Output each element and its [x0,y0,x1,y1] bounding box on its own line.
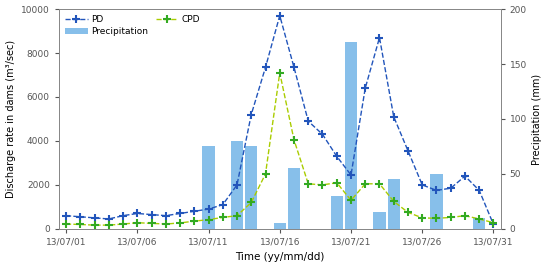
Bar [430,174,443,229]
Bar [202,146,215,229]
Bar [373,212,386,229]
Bar [245,146,258,229]
Bar [288,168,300,229]
Legend: PD, Precipitation, CPD: PD, Precipitation, CPD [64,14,202,38]
Bar [273,223,286,229]
Bar [345,42,357,229]
X-axis label: Time (yy/mm/dd): Time (yy/mm/dd) [235,252,324,262]
Y-axis label: Precipitation (mm): Precipitation (mm) [533,73,543,165]
Y-axis label: Discharge rate in dams (m³/sec): Discharge rate in dams (m³/sec) [5,40,15,198]
Bar [330,196,343,229]
Bar [473,218,486,229]
Bar [387,179,400,229]
Bar [231,141,243,229]
